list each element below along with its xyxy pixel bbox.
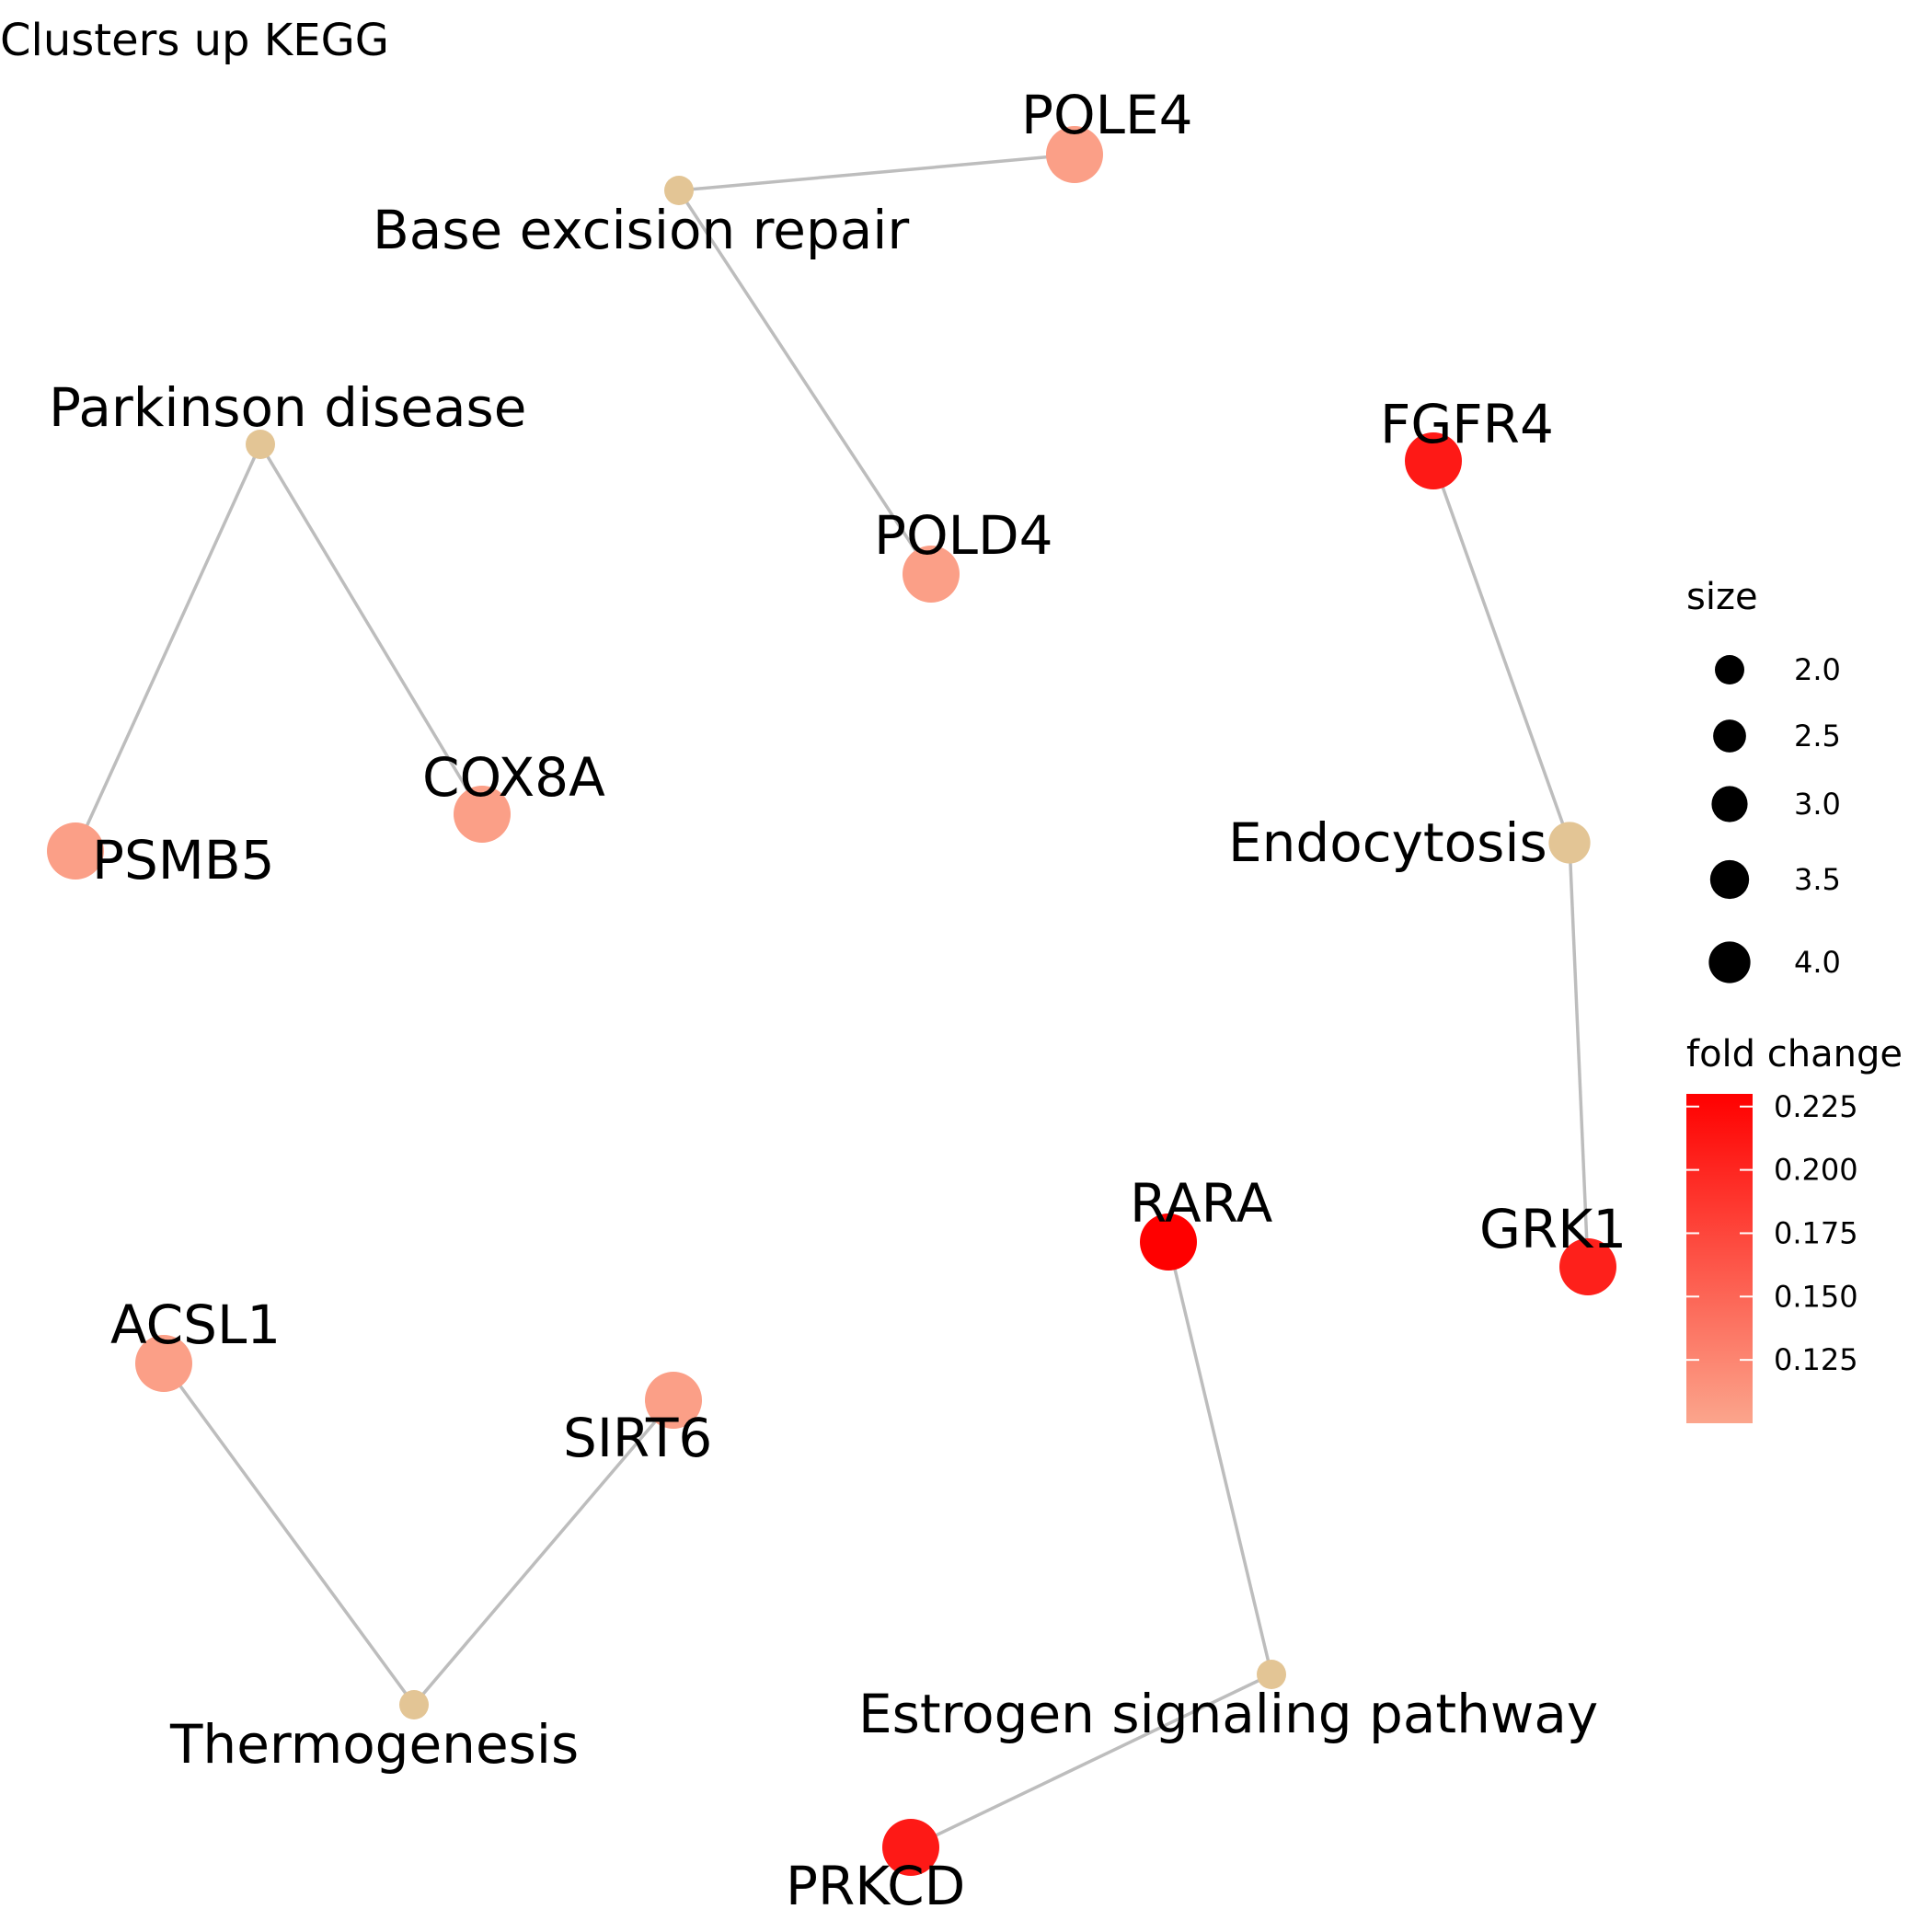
gene-label-psmb5: PSMB5 (92, 829, 275, 891)
gene-node-cox8a (454, 786, 511, 843)
chart-title: Clusters up KEGG (0, 15, 389, 66)
color-legend-label: 0.200 (1774, 1153, 1858, 1188)
gene-label-pold4: POLD4 (874, 504, 1053, 567)
color-legend-title: fold change (1686, 1033, 1903, 1075)
gene-label-prkcd: PRKCD (786, 1855, 965, 1917)
gene-node-grk1 (1559, 1238, 1616, 1295)
size-legend-label: 4.0 (1794, 945, 1841, 980)
color-legend-label: 0.225 (1774, 1089, 1858, 1124)
pathway-node-thermogenesis (399, 1690, 429, 1719)
gene-label-acsl1: ACSL1 (110, 1294, 281, 1356)
edge-bnode2-gnode3 (259, 443, 484, 815)
edge-bnode5-gnode7 (1167, 1241, 1273, 1675)
pathway-label-base-excision-repair: Base excision repair (373, 199, 909, 261)
color-legend-bar (1686, 1094, 1753, 1423)
edge-bnode3-gnode6 (1568, 842, 1590, 1268)
size-legend-label: 3.0 (1794, 787, 1841, 822)
edge-layer (74, 153, 1590, 1849)
color-legend-label: 0.150 (1774, 1279, 1858, 1314)
gene-node-fgfr4 (1405, 432, 1462, 489)
edge-bnode3-gnode5 (1432, 460, 1571, 844)
size-legend-dot (1715, 655, 1744, 684)
edge-bnode4-gnode10 (412, 1398, 675, 1707)
gene-label-cox8a: COX8A (422, 746, 605, 809)
edge-bnode1-gnode1 (678, 153, 1075, 192)
legend: size 2.02.53.03.54.0 fold change 0.2250.… (1686, 576, 1903, 1423)
gene-label-sirt6: SIRT6 (563, 1407, 712, 1469)
size-legend-dot (1711, 786, 1748, 822)
gene-node-sirt6 (645, 1372, 702, 1429)
color-legend-label: 0.125 (1774, 1342, 1858, 1377)
pathway-node-endocytosis (1548, 822, 1591, 864)
pathway-label-thermogenesis: Thermogenesis (169, 1713, 579, 1776)
gene-label-pole4: POLE4 (1021, 84, 1193, 146)
size-legend-label: 3.5 (1794, 862, 1841, 897)
edge-bnode5-gnode8 (910, 1673, 1272, 1849)
pathway-label-parkinson-disease: Parkinson disease (49, 376, 526, 439)
pathway-label-endocytosis: Endocytosis (1228, 811, 1547, 874)
gene-node-pold4 (903, 546, 960, 603)
size-legend-dot (1708, 941, 1751, 983)
size-legend-dot (1709, 859, 1750, 900)
gene-node-acsl1 (135, 1335, 192, 1392)
node-layer (47, 126, 1616, 1876)
gene-node-psmb5 (47, 822, 104, 880)
gene-label-rara: RARA (1130, 1172, 1273, 1235)
gene-node-rara (1140, 1213, 1197, 1271)
gene-label-grk1: GRK1 (1479, 1198, 1627, 1260)
size-legend-title: size (1686, 576, 1758, 618)
size-legend-items: 2.0 2.5 3.0 3.5 4.0 (1708, 652, 1841, 983)
gene-node-prkcd (882, 1819, 939, 1876)
size-legend-label: 2.5 (1794, 719, 1841, 753)
color-legend-label: 0.175 (1774, 1215, 1858, 1250)
edge-bnode2-gnode4 (74, 443, 262, 852)
size-legend-label: 2.0 (1794, 652, 1841, 687)
edge-bnode1-gnode2 (677, 190, 933, 575)
edge-bnode4-gnode9 (162, 1362, 416, 1707)
pathway-node-base-excision-repair (664, 176, 694, 205)
pathway-node-parkinson-disease (246, 430, 275, 459)
gene-label-fgfr4: FGFR4 (1380, 393, 1554, 455)
label-layer: Base excision repair Parkinson disease End… (49, 84, 1627, 1917)
pathway-node-estrogen-signaling-pathway (1257, 1660, 1286, 1689)
pathway-label-estrogen-signaling-pathway: Estrogen signaling pathway (858, 1683, 1598, 1745)
size-legend-dot (1713, 719, 1746, 753)
color-legend-ticks: 0.225 0.200 0.175 0.150 0.125 (1686, 1089, 1858, 1377)
gene-node-pole4 (1046, 126, 1103, 183)
